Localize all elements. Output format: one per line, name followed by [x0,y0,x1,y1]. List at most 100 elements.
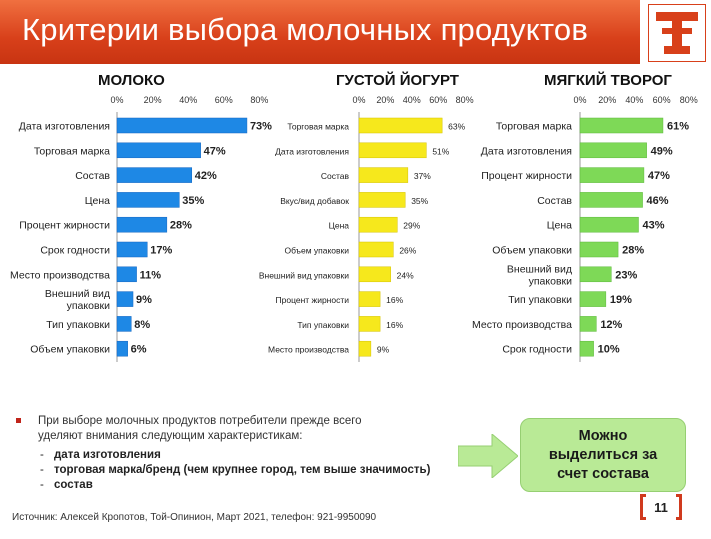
data-label: 12% [600,319,622,331]
page-title: Критерии выбора молочных продуктов [22,12,589,47]
category-label: Состав [75,170,110,182]
category-label-line: Состав [321,171,350,181]
bar [358,167,409,183]
category-label-line: Тип упаковки [297,320,349,330]
data-label: 35% [182,195,204,207]
category-label: Дата изготовления [481,145,572,157]
category-label: Внешний вид упаковки [45,288,110,312]
data-label: 29% [403,221,420,231]
page-number-box: 11 [640,494,682,522]
x-tick-label: 0% [573,95,586,105]
bar [579,291,607,307]
category-label-line: Объем упаковки [284,246,349,256]
category-label: Процент жирности [276,295,350,305]
category-label-line: Цена [547,220,572,232]
bar [358,316,381,332]
category-label-line: Дата изготовления [19,121,110,133]
bar [579,117,664,134]
x-tick-label: 20% [376,95,394,105]
bar [579,216,639,233]
category-label-line: Торговая марка [34,145,110,157]
category-label-line: упаковки [529,275,572,287]
bar [116,316,132,332]
data-label: 37% [414,171,431,181]
bar [579,241,619,258]
data-label: 10% [598,344,620,356]
bar [358,291,381,307]
chart-title-yogurt: ГУСТОЙ ЙОГУРТ [336,72,459,89]
category-label: Место производства [268,345,349,355]
x-tick-label: 20% [598,95,616,105]
data-label: 9% [377,345,390,355]
category-label: Срок годности [40,245,110,257]
x-tick-label: 60% [429,95,447,105]
data-label: 9% [136,294,152,306]
category-label-line: Объем упаковки [492,245,572,257]
category-label-line: Срок годности [40,245,110,257]
category-label: Процент жирности [481,170,572,182]
chart-title-cottage-cheese: МЯГКИЙ ТВОРОГ [544,72,672,89]
data-label: 16% [386,295,403,305]
bar [358,241,394,258]
bar [116,142,201,159]
category-label-line: Процент жирности [19,220,110,232]
bar [579,192,643,208]
summary-item: - состав [40,479,93,491]
data-label: 47% [204,145,226,157]
summary-item: - торговая марка/бренд (чем крупнее город… [40,464,431,476]
category-label: Цена [85,195,110,207]
category-label-line: Внешний вид [45,288,110,300]
arrow-right-icon [458,434,518,478]
category-label: Объем упаковки [30,344,110,356]
category-label: Объем упаковки [492,245,572,257]
data-label: 28% [622,245,644,257]
bar [116,291,134,307]
data-label: 49% [651,145,673,157]
x-tick-label: 80% [250,95,268,105]
category-label-line: Торговая марка [496,121,572,133]
x-tick-label: 0% [110,95,123,105]
data-label: 73% [250,121,272,133]
category-label-line: Вкус/вид добавок [280,196,349,206]
data-label: 16% [386,320,403,330]
callout-text: Можно выделиться за счет состава [548,427,658,482]
category-label: Состав [321,171,350,181]
category-label: Срок годности [502,344,572,356]
category-label: Торговая марка [34,145,110,157]
bar-chart-yogurt: 0% 20% 40% 60% 80% 63% Торговая марка 51% Дата и… [259,95,474,362]
category-label: Процент жирности [19,220,110,232]
category-label-line: Тип упаковки [46,319,110,331]
category-label-line: Цена [329,221,350,231]
data-label: 51% [432,146,449,156]
x-tick-label: 40% [179,95,197,105]
category-label: Тип упаковки [508,294,572,306]
category-label-line: Дата изготовления [481,145,572,157]
data-label: 61% [667,121,689,133]
bar [116,167,193,183]
x-tick-label: 20% [144,95,162,105]
chart-title-milk: МОЛОКО [98,72,165,89]
data-label: 23% [615,269,637,281]
slide-header: Критерии выбора молочных продуктов [0,0,640,64]
data-label: 42% [195,170,217,182]
x-tick-label: 80% [456,95,474,105]
category-label: Вкус/вид добавок [280,196,349,206]
category-label: Торговая марка [287,122,349,132]
x-tick-label: 60% [653,95,671,105]
data-label: 19% [610,294,632,306]
bar [116,340,128,357]
category-label-line: Дата изготовления [275,146,349,156]
category-label: Дата изготовления [19,121,110,133]
callout-box: Можно выделиться за счет состава [520,418,686,492]
bar [579,316,597,332]
data-label: 26% [399,246,416,256]
category-label: Тип упаковки [297,320,349,330]
data-label: 63% [448,122,465,132]
category-label-line: Процент жирности [481,170,572,182]
category-label-line: Место производства [268,345,349,355]
bar [358,117,443,134]
bar [358,266,391,283]
category-label: Состав [537,195,572,207]
category-label-line: Место производства [10,269,110,281]
category-label: Цена [329,221,350,231]
